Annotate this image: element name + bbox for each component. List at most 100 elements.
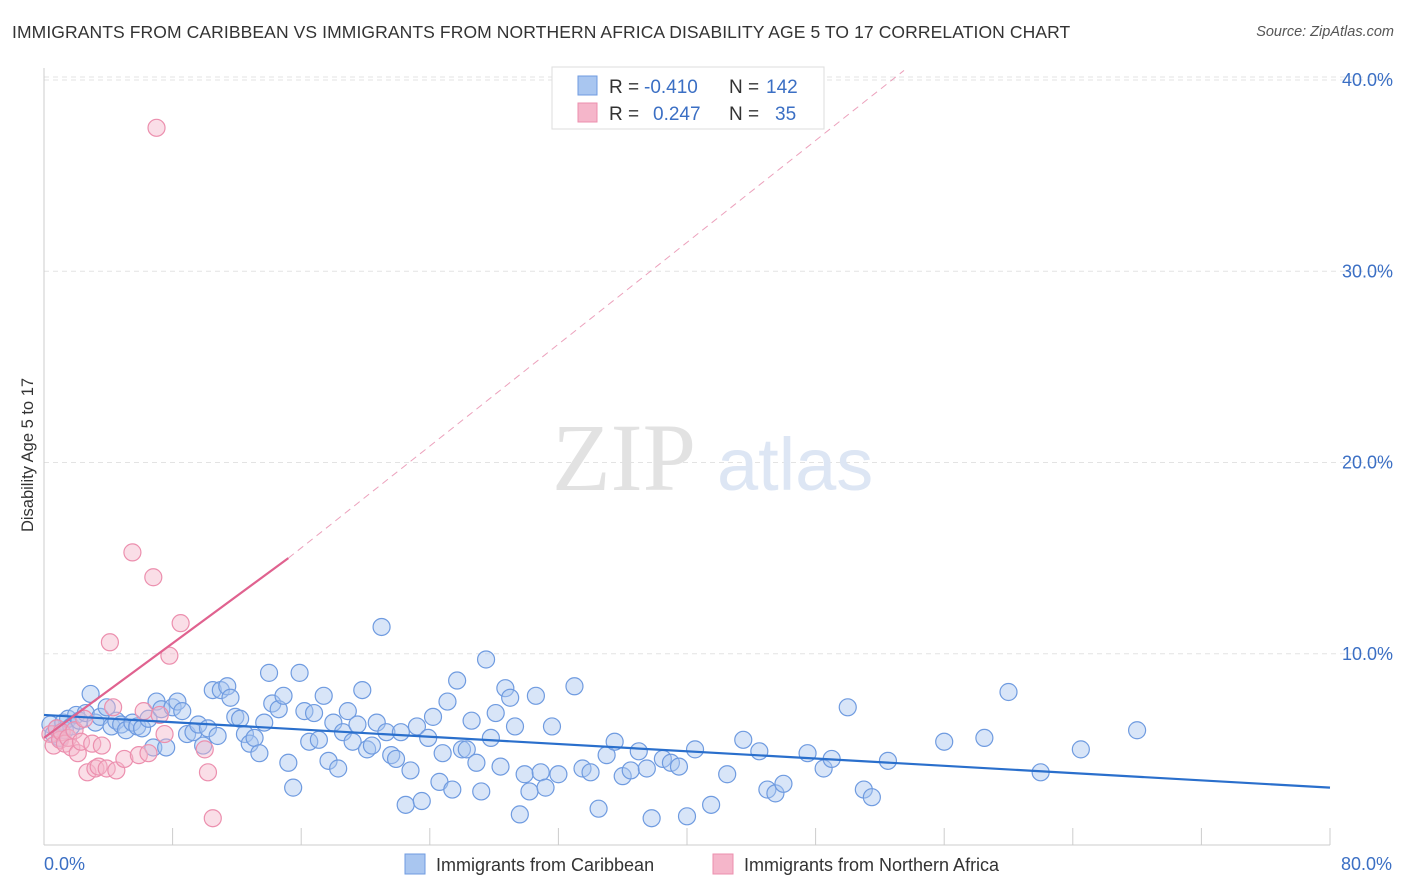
point-caribbean xyxy=(377,723,396,742)
point-caribbean xyxy=(269,700,288,719)
point-caribbean xyxy=(718,765,737,784)
series-legend-label: Immigrants from Northern Africa xyxy=(744,855,1000,875)
point-caribbean xyxy=(472,782,491,801)
point-caribbean xyxy=(637,759,656,778)
point-caribbean xyxy=(589,799,608,818)
point-caribbean xyxy=(621,761,640,780)
point-northern-africa xyxy=(198,763,218,782)
gridlines xyxy=(44,76,1392,655)
point-caribbean xyxy=(218,677,237,696)
watermark: ZIP atlas xyxy=(552,404,873,511)
point-caribbean xyxy=(862,788,881,807)
point-caribbean xyxy=(515,765,534,784)
point-northern-africa xyxy=(139,744,158,763)
series-legend: Immigrants from Caribbean Immigrants fro… xyxy=(404,853,1000,875)
point-caribbean xyxy=(240,734,259,753)
point-caribbean xyxy=(505,717,525,736)
point-caribbean xyxy=(309,730,328,749)
point-caribbean xyxy=(486,703,505,723)
point-caribbean xyxy=(750,742,769,761)
source-credit: Source: ZipAtlas.com xyxy=(1256,24,1394,40)
point-caribbean xyxy=(565,677,584,696)
point-caribbean xyxy=(372,617,391,637)
series-legend-swatch-pink xyxy=(712,853,734,875)
point-caribbean xyxy=(362,736,382,755)
point-caribbean xyxy=(284,778,303,797)
point-caribbean xyxy=(838,698,857,717)
watermark-atlas: atlas xyxy=(717,423,873,506)
point-caribbean xyxy=(391,723,410,742)
point-northern-africa xyxy=(150,705,169,725)
point-northern-africa xyxy=(123,543,142,562)
trend-lines xyxy=(43,70,1331,789)
point-caribbean xyxy=(774,774,793,793)
trend-line-caribbean xyxy=(43,713,1331,789)
point-caribbean xyxy=(677,807,697,826)
point-caribbean xyxy=(629,742,648,761)
point-caribbean xyxy=(448,671,467,690)
point-northern-africa xyxy=(203,809,222,828)
point-northern-africa xyxy=(100,633,120,652)
point-caribbean xyxy=(1071,740,1090,759)
legend-n-label: N = xyxy=(729,104,759,125)
point-caribbean xyxy=(520,782,539,801)
point-caribbean xyxy=(510,805,529,824)
point-northern-africa xyxy=(115,749,134,769)
point-caribbean xyxy=(279,753,298,772)
point-caribbean xyxy=(423,707,443,726)
point-caribbean xyxy=(245,728,264,748)
point-caribbean xyxy=(438,692,457,711)
point-caribbean xyxy=(642,809,661,828)
point-caribbean xyxy=(396,795,415,814)
point-caribbean xyxy=(401,761,420,780)
point-caribbean xyxy=(314,686,333,705)
point-northern-africa xyxy=(147,118,166,137)
point-caribbean xyxy=(1127,721,1147,740)
point-caribbean xyxy=(259,663,279,682)
point-northern-africa xyxy=(160,646,179,665)
chart-title: IMMIGRANTS FROM CARIBBEAN VS IMMIGRANTS … xyxy=(12,22,1071,42)
point-caribbean xyxy=(367,713,386,732)
point-caribbean xyxy=(97,698,116,717)
x-tick-label: 0.0% xyxy=(44,854,85,874)
point-northern-africa xyxy=(134,702,153,721)
point-caribbean xyxy=(531,763,550,782)
point-northern-africa xyxy=(104,698,123,717)
point-caribbean xyxy=(501,688,520,707)
point-caribbean xyxy=(581,763,600,782)
legend-n-label: N = xyxy=(729,77,759,98)
point-caribbean xyxy=(549,765,568,784)
point-caribbean xyxy=(734,730,753,749)
legend-swatch-pink xyxy=(577,102,598,123)
point-caribbean xyxy=(443,780,462,799)
point-caribbean xyxy=(481,728,500,748)
point-caribbean xyxy=(348,715,367,734)
y-tick-label: 40.0% xyxy=(1342,70,1393,90)
point-northern-africa xyxy=(144,568,163,587)
point-caribbean xyxy=(536,778,555,797)
y-tick-label: 20.0% xyxy=(1342,453,1393,473)
point-northern-africa xyxy=(71,732,91,751)
trend-line-northern-africa xyxy=(43,557,289,739)
point-caribbean xyxy=(542,717,562,736)
point-caribbean xyxy=(412,791,431,811)
x-tick-label: 80.0% xyxy=(1341,854,1392,874)
point-caribbean xyxy=(304,703,324,723)
legend-r-label: R = xyxy=(609,77,639,98)
point-caribbean xyxy=(168,692,187,711)
point-caribbean xyxy=(319,751,338,770)
y-tick-label: 30.0% xyxy=(1342,261,1393,281)
point-caribbean xyxy=(250,744,269,763)
correlation-legend: R = -0.410 N = 142 R = 0.247 N = 35 xyxy=(551,66,825,130)
point-caribbean xyxy=(329,759,348,778)
axes: 10.0% 20.0% 30.0% 40.0% 0.0% 80.0% xyxy=(43,68,1393,874)
point-northern-africa xyxy=(68,744,87,763)
point-northern-africa xyxy=(171,614,190,633)
point-caribbean xyxy=(702,795,721,814)
series-legend-swatch-blue xyxy=(404,853,426,875)
point-caribbean xyxy=(221,688,240,707)
point-caribbean xyxy=(452,740,472,759)
point-caribbean xyxy=(157,738,176,757)
point-caribbean xyxy=(669,757,689,776)
